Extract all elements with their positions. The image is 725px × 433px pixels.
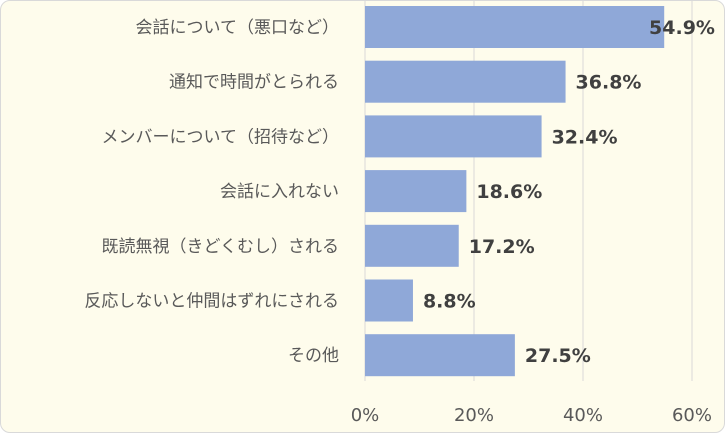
bar-4: [365, 170, 467, 213]
bar-6: [365, 279, 413, 322]
bar-3: [365, 115, 542, 158]
bar-5: [365, 224, 459, 267]
x-tick-label: 40%: [563, 405, 603, 426]
x-tick-label: 60%: [672, 405, 712, 426]
category-label: 会話について（悪口など）: [136, 18, 340, 38]
category-label: メンバーについて（招待など）: [102, 127, 340, 147]
bar-7: [365, 334, 515, 377]
category-label: 反応しないと仲間はずれにされる: [84, 292, 339, 312]
x-tick-label: 20%: [454, 405, 494, 426]
bar-1: [365, 6, 665, 48]
category-label: 会話に入れない: [220, 182, 339, 202]
data-label: 54.9%: [649, 17, 715, 39]
category-label: 既読無視（きどくむし）される: [102, 237, 340, 257]
data-label: 8.8%: [423, 291, 476, 313]
bar-2: [365, 60, 566, 103]
data-label: 27.5%: [525, 345, 591, 367]
data-label: 18.6%: [476, 181, 542, 203]
data-label: 17.2%: [469, 236, 535, 258]
data-label: 32.4%: [552, 126, 618, 148]
category-label: 通知で時間がとられる: [169, 73, 339, 93]
data-label: 36.8%: [576, 72, 642, 94]
x-tick-label: 0%: [351, 405, 380, 426]
category-label: その他: [288, 346, 339, 366]
